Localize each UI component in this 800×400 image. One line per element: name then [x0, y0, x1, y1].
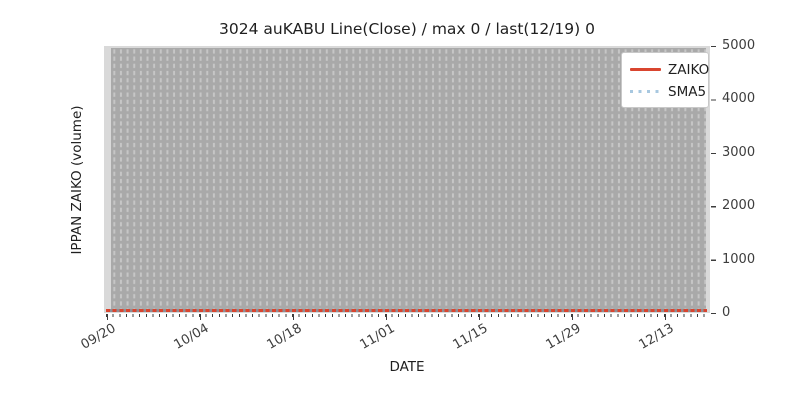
- y-axis-major-ticks: [711, 46, 716, 314]
- x-tick-label: 10/18: [264, 321, 305, 353]
- plot-area: [104, 46, 710, 313]
- daily-dashed-gridlines: [111, 48, 706, 309]
- x-tick-label: 09/20: [78, 321, 119, 353]
- y-axis-label: IPPAN ZAIKO (volume): [69, 105, 85, 255]
- legend-label: ZAIKO: [668, 61, 710, 78]
- sma5-dotted-line-sample-icon: [630, 90, 661, 93]
- x-axis-label: DATE: [389, 359, 425, 375]
- x-tick-label: 12/13: [636, 321, 677, 353]
- y-tick-label: 0: [722, 305, 731, 320]
- zaiko-sma5-zero-line: [106, 309, 707, 312]
- legend-entry-sma5: SMA5: [630, 82, 706, 101]
- x-tick-label: 11/29: [543, 321, 584, 353]
- plot-grid-field: [111, 48, 706, 309]
- y-tick-label: 1000: [722, 252, 756, 267]
- y-tick-label: 2000: [722, 198, 756, 213]
- x-tick-label: 10/04: [171, 321, 212, 353]
- y-tick-label: 4000: [722, 91, 756, 106]
- y-tick-label: 3000: [722, 145, 756, 160]
- chart-title: 3024 auKABU Line(Close) / max 0 / last(1…: [219, 20, 595, 38]
- x-axis-major-ticks: [107, 314, 668, 320]
- legend-label: SMA5: [668, 83, 707, 100]
- y-tick-label: 5000: [722, 38, 756, 53]
- legend-box: ZAIKO SMA5: [621, 52, 709, 108]
- zaiko-line-sample-icon: [630, 68, 661, 71]
- legend-entry-zaiko: ZAIKO: [630, 60, 709, 79]
